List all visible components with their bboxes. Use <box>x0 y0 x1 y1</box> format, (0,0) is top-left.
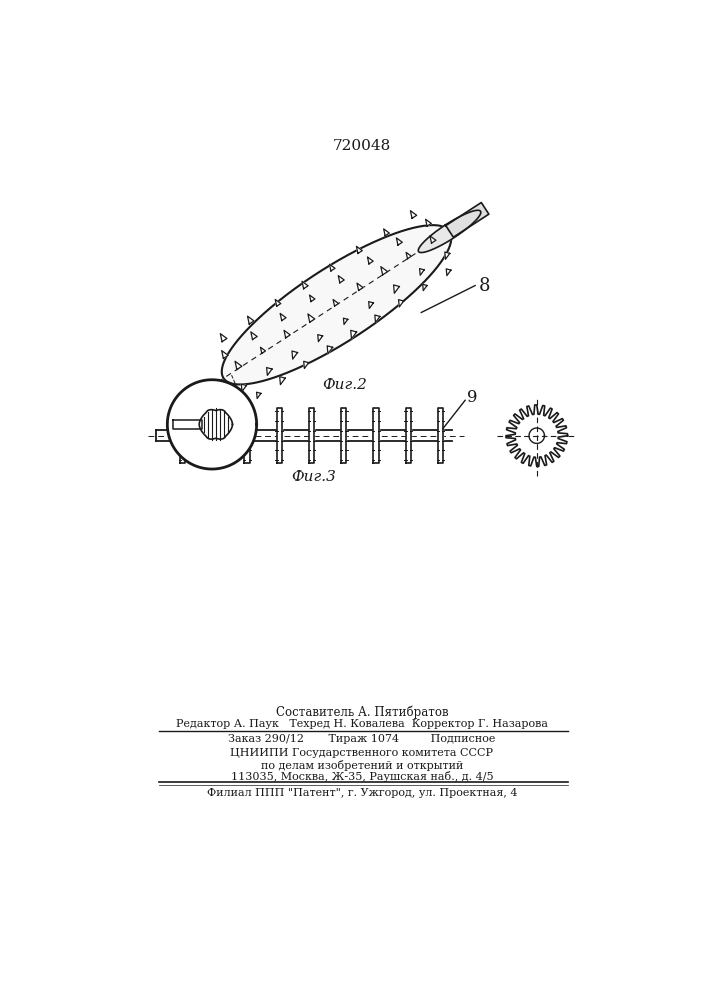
Polygon shape <box>344 318 348 324</box>
Polygon shape <box>506 405 568 466</box>
Polygon shape <box>304 361 309 369</box>
Polygon shape <box>199 410 233 439</box>
Polygon shape <box>341 408 346 463</box>
Text: по делам изобретений и открытий: по делам изобретений и открытий <box>261 760 463 771</box>
Polygon shape <box>247 316 254 324</box>
Polygon shape <box>426 219 431 226</box>
Text: Редактор А. Паук   Техред Н. Ковалева  Корректор Г. Назарова: Редактор А. Паук Техред Н. Ковалева Корр… <box>176 719 548 729</box>
Polygon shape <box>368 302 373 308</box>
Polygon shape <box>309 408 314 463</box>
Polygon shape <box>368 257 373 264</box>
Polygon shape <box>284 330 291 338</box>
Polygon shape <box>375 315 380 322</box>
Polygon shape <box>317 335 322 342</box>
Text: Составитель А. Пятибратов: Составитель А. Пятибратов <box>276 705 448 719</box>
Polygon shape <box>419 269 424 275</box>
Polygon shape <box>212 408 218 463</box>
Polygon shape <box>280 377 285 385</box>
Polygon shape <box>410 211 416 218</box>
Polygon shape <box>280 313 286 321</box>
Polygon shape <box>357 283 363 290</box>
Polygon shape <box>356 246 362 253</box>
Polygon shape <box>221 334 227 342</box>
Polygon shape <box>397 238 402 245</box>
Text: Фиг.2: Фиг.2 <box>322 378 367 392</box>
Polygon shape <box>327 346 333 354</box>
Polygon shape <box>419 210 481 253</box>
Text: 9: 9 <box>467 389 478 406</box>
Polygon shape <box>168 380 257 469</box>
Polygon shape <box>275 299 281 306</box>
Polygon shape <box>302 281 308 289</box>
Text: 113035, Москва, Ж-35, Раушская наб., д. 4/5: 113035, Москва, Ж-35, Раушская наб., д. … <box>230 771 493 782</box>
Polygon shape <box>241 384 247 391</box>
Text: ЦНИИПИ Государственного комитета СССР: ЦНИИПИ Государственного комитета СССР <box>230 748 493 758</box>
Polygon shape <box>394 285 399 293</box>
Polygon shape <box>308 314 315 322</box>
Polygon shape <box>222 225 451 384</box>
Polygon shape <box>251 332 257 340</box>
Polygon shape <box>406 252 411 259</box>
Polygon shape <box>446 203 489 237</box>
Polygon shape <box>276 408 282 463</box>
Text: Филиал ППП "Патент", г. Ужгород, ул. Проектная, 4: Филиал ППП "Патент", г. Ужгород, ул. Про… <box>206 788 518 798</box>
Polygon shape <box>257 392 261 399</box>
Polygon shape <box>180 408 185 463</box>
Polygon shape <box>438 408 443 463</box>
Polygon shape <box>245 408 250 463</box>
Polygon shape <box>423 284 427 291</box>
Polygon shape <box>310 295 315 302</box>
Polygon shape <box>333 300 339 306</box>
Polygon shape <box>406 408 411 463</box>
Polygon shape <box>351 330 356 339</box>
Polygon shape <box>156 430 452 441</box>
Text: Фиг.3: Фиг.3 <box>291 470 336 484</box>
Polygon shape <box>292 351 298 359</box>
Polygon shape <box>329 264 335 271</box>
Polygon shape <box>338 276 344 283</box>
Text: 8: 8 <box>479 277 491 295</box>
Polygon shape <box>381 267 387 275</box>
Polygon shape <box>235 361 242 370</box>
Polygon shape <box>399 300 404 307</box>
Polygon shape <box>267 368 272 375</box>
Text: 720048: 720048 <box>333 139 391 153</box>
Polygon shape <box>529 428 544 443</box>
Polygon shape <box>173 420 202 429</box>
Polygon shape <box>384 229 390 236</box>
Polygon shape <box>445 252 450 259</box>
Text: Заказ 290/12       Тираж 1074         Подписное: Заказ 290/12 Тираж 1074 Подписное <box>228 734 496 744</box>
Polygon shape <box>373 408 379 463</box>
Polygon shape <box>430 236 436 243</box>
Polygon shape <box>260 347 266 353</box>
Polygon shape <box>222 351 228 358</box>
Polygon shape <box>446 269 451 276</box>
